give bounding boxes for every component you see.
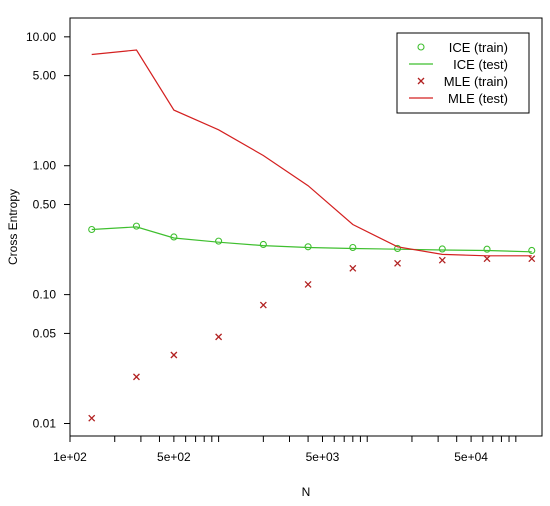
y-tick-label: 0.01 <box>33 417 57 431</box>
series-point-ice-train <box>394 244 402 253</box>
legend: ICE (train) ICE (test) MLE (train) MLE (tes… <box>396 32 530 114</box>
series-point-mle-train <box>528 255 536 263</box>
y-tick-label: 5.00 <box>33 69 57 83</box>
y-tick-label: 1.00 <box>33 159 57 173</box>
x-marker-stroke <box>259 301 267 309</box>
x-tick-label: 1e+02 <box>53 450 87 464</box>
series-point-mle-train <box>132 373 140 381</box>
legend-label: ICE (test) <box>453 57 508 72</box>
legend-label: ICE (train) <box>449 40 508 55</box>
legend-box <box>396 32 530 114</box>
x-axis-label: N <box>302 485 311 499</box>
y-tick-label: 10.00 <box>26 30 56 44</box>
series-point-ice-train <box>304 243 312 251</box>
x-marker-stroke <box>394 259 402 267</box>
x-marker-stroke <box>417 77 425 85</box>
x-marker-stroke <box>215 333 223 341</box>
y-axis: 0.01 0.05 0.10 0.50 1.00 5.00 10.00 <box>26 30 70 431</box>
series-point-mle-train <box>259 301 267 309</box>
legend-circle-symbol <box>417 43 425 51</box>
x-marker-stroke <box>528 255 536 263</box>
x-marker-stroke <box>349 264 357 272</box>
y-tick-label: 0.50 <box>33 198 57 212</box>
series-point-mle-train <box>483 255 491 263</box>
series-point-ice-train <box>528 246 536 255</box>
y-axis-label: Cross Entropy <box>6 189 20 265</box>
series-point-mle-train <box>394 259 402 267</box>
y-tick-label: 0.05 <box>33 326 57 340</box>
legend-label: MLE (train) <box>444 74 508 89</box>
series-point-mle-train <box>88 414 96 422</box>
series-line-ice-test <box>91 226 532 253</box>
plot-frame <box>69 17 543 437</box>
y-tick-label: 0.10 <box>33 288 57 302</box>
series-layer <box>88 49 536 422</box>
x-tick-label: 5e+03 <box>306 450 340 464</box>
series-point-ice-train <box>215 237 223 245</box>
series-point-ice-train <box>438 245 446 253</box>
series-point-ice-train <box>349 243 357 252</box>
x-tick-label: 5e+04 <box>454 450 488 464</box>
x-marker-stroke <box>132 373 140 381</box>
series-point-ice-train <box>259 240 267 249</box>
legend-label: MLE (test) <box>448 91 508 106</box>
series-point-mle-train <box>170 351 178 359</box>
series-point-mle-train <box>438 256 446 264</box>
legend-x-symbol <box>417 77 425 85</box>
x-marker-stroke <box>304 280 312 288</box>
series-point-ice-train <box>483 245 491 253</box>
x-marker-stroke <box>170 351 178 359</box>
series-point-mle-train <box>349 264 357 272</box>
x-tick-label: 5e+02 <box>157 450 191 464</box>
x-marker-stroke <box>88 414 96 422</box>
x-marker-stroke <box>438 256 446 264</box>
x-axis: 1e+02 5e+02 5e+03 5e+04 <box>53 436 517 464</box>
x-marker-stroke <box>483 255 491 263</box>
series-point-mle-train <box>304 280 312 288</box>
series-line-mle-test <box>91 49 532 257</box>
series-point-ice-train <box>132 222 141 230</box>
series-point-mle-train <box>215 333 223 341</box>
